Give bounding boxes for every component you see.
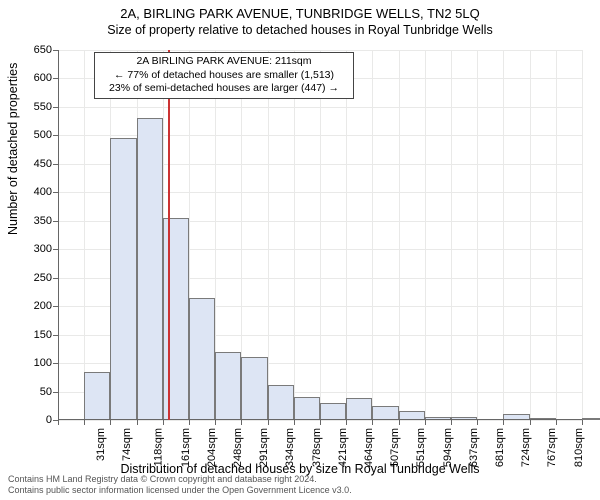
annotation-line2: ← 77% of detached houses are smaller (1,… (100, 69, 348, 83)
xtick-label: 31sqm (95, 428, 107, 461)
attribution-line1: Contains HM Land Registry data © Crown c… (8, 474, 352, 485)
ytick-label: 200 (12, 300, 52, 312)
reference-line (168, 50, 170, 420)
annotation-line1: 2A BIRLING PARK AVENUE: 211sqm (100, 55, 348, 69)
xtick-label: 74sqm (121, 428, 133, 461)
ytick-label: 50 (12, 386, 52, 398)
ytick-label: 650 (12, 44, 52, 56)
chart-subtitle: Size of property relative to detached ho… (0, 21, 600, 37)
ytick-label: 300 (12, 243, 52, 255)
ytick-label: 0 (12, 414, 52, 426)
chart-area: 0501001502002503003504004505005506006503… (58, 50, 582, 420)
chart-container: 2A, BIRLING PARK AVENUE, TUNBRIDGE WELLS… (0, 0, 600, 500)
annotation-box: 2A BIRLING PARK AVENUE: 211sqm ← 77% of … (94, 52, 354, 99)
ytick-label: 100 (12, 357, 52, 369)
annotation-line3: 23% of semi-detached houses are larger (… (100, 82, 348, 96)
xtick-label: 118sqm (153, 428, 165, 466)
plot-border (58, 50, 582, 420)
bar (582, 418, 600, 420)
ytick-label: 150 (12, 329, 52, 341)
ytick-label: 250 (12, 272, 52, 284)
attribution: Contains HM Land Registry data © Crown c… (8, 474, 352, 496)
attribution-line2: Contains public sector information licen… (8, 485, 352, 496)
chart-title: 2A, BIRLING PARK AVENUE, TUNBRIDGE WELLS… (0, 0, 600, 21)
y-axis-label: Number of detached properties (6, 63, 20, 235)
